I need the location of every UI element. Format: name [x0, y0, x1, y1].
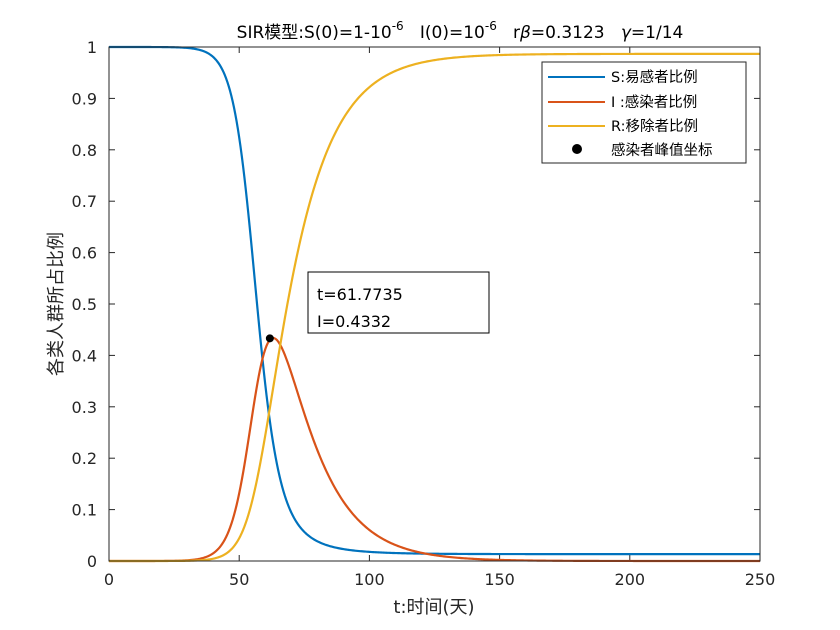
- x-axis-label: t:时间(天): [393, 597, 474, 618]
- y-tick-label: 0.5: [72, 295, 97, 314]
- y-tick-label: 1: [87, 38, 97, 57]
- y-tick-label: 0.8: [72, 141, 97, 160]
- series-line-r: [109, 52, 760, 563]
- peak-annotation: t=61.7735 I=0.4332: [307, 271, 490, 334]
- x-tick-label: 0: [104, 570, 114, 589]
- y-tick-label: 0.9: [72, 89, 97, 108]
- y-tick-label: 0.3: [72, 398, 97, 417]
- legend-label-i: I :感染者比例: [611, 94, 697, 111]
- legend-label-s: S:易感者比例: [611, 69, 698, 86]
- title-prefix: SIR模型:S(0)=1-10: [237, 23, 392, 43]
- title-beta-symbol: β: [519, 23, 531, 43]
- annotation-time: t=61.7735: [317, 285, 403, 304]
- x-tick-label: 150: [484, 570, 515, 589]
- legend-label-peak: 感染者峰值坐标: [611, 142, 713, 159]
- y-tick-label: 0.4: [72, 346, 97, 365]
- y-tick-label: 0: [87, 552, 97, 571]
- chart-title: SIR模型:S(0)=1-10-6 I(0)=10-6 rβ=0.3123 γ=…: [237, 19, 684, 43]
- x-tick-label: 100: [354, 570, 385, 589]
- title-gamma-symbol: γ: [621, 23, 632, 43]
- y-axis-label: 各类人群所占比例: [46, 232, 67, 376]
- title-exponent-1: -6: [392, 19, 404, 33]
- y-tick-label: 0.2: [72, 449, 97, 468]
- title-r-prefix: r: [497, 23, 520, 43]
- legend: S:易感者比例 I :感染者比例 R:移除者比例 感染者峰值坐标: [541, 61, 747, 164]
- x-tick-label: 200: [615, 570, 646, 589]
- series-line-s: [109, 45, 760, 556]
- title-beta-value: =0.3123: [531, 23, 621, 43]
- y-tick-label: 0.1: [72, 501, 97, 520]
- ticks: 0 50 100 150 200 250 0 0.1 0.2 0.3 0.4 0.5 0.6 0.7 0.8…: [72, 38, 776, 589]
- title-infected-initial: I(0)=10: [404, 23, 485, 43]
- peak-point: [265, 334, 274, 343]
- title-exponent-2: -6: [485, 19, 497, 33]
- title-gamma-value: =1/14: [631, 23, 683, 43]
- annotation-value: I=0.4332: [317, 312, 391, 331]
- legend-swatch-peak: [572, 144, 582, 154]
- x-tick-label: 250: [745, 570, 776, 589]
- y-tick-label: 0.7: [72, 192, 97, 211]
- legend-label-r: R:移除者比例: [611, 118, 698, 135]
- annotation-box: [307, 271, 490, 334]
- axes-frame: [108, 46, 761, 562]
- y-tick-label: 0.6: [72, 244, 97, 263]
- x-tick-label: 50: [229, 570, 249, 589]
